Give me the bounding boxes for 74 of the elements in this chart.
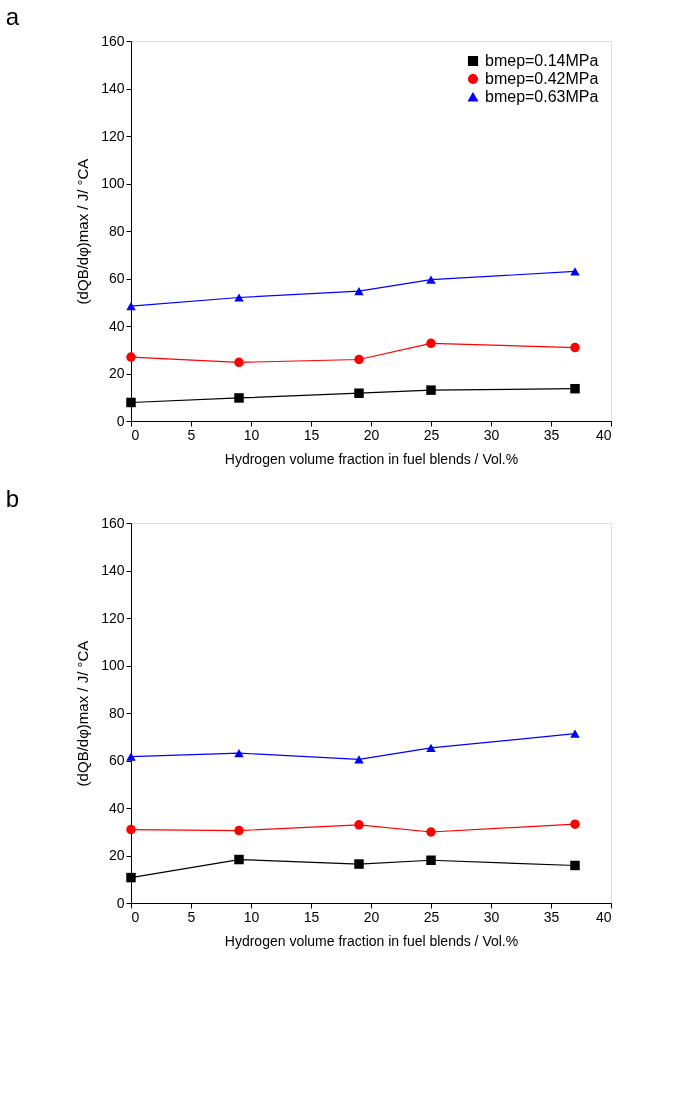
point: [234, 357, 244, 368]
point: [354, 755, 364, 764]
point: [234, 854, 244, 865]
point: [126, 752, 136, 761]
point: [234, 293, 244, 302]
x-tick-label: 35: [543, 908, 560, 925]
legend-label: bmep=0.42MPa: [485, 70, 599, 87]
x-tick-label: 20: [363, 908, 380, 925]
point: [126, 352, 136, 362]
legend-label: bmep=0.14MPa: [485, 52, 599, 69]
point: [570, 342, 580, 353]
x-tick-label: 10: [243, 426, 260, 443]
point: [234, 749, 244, 758]
x-tick-label: 40: [595, 426, 612, 443]
x-axis-title: Hydrogen volume fraction in fuel blends / Vol.%: [224, 932, 519, 949]
x-tick-label: 10: [243, 908, 260, 925]
point: [570, 383, 580, 394]
point: [570, 860, 580, 871]
x-tick-label: 0: [131, 908, 140, 925]
point: [426, 827, 436, 837]
point: [426, 743, 436, 753]
y-tick-label: 20: [108, 847, 125, 863]
x-tick-label: 40: [595, 908, 612, 925]
point: [234, 393, 244, 403]
point: [126, 872, 136, 883]
y-tick-label: 120: [101, 127, 125, 144]
x-tick-label: 15: [303, 908, 320, 925]
y-tick-label: 40: [108, 317, 125, 334]
y-tick-label: 60: [108, 752, 125, 768]
legend-label: bmep=0.63MPa: [485, 88, 599, 105]
y-tick-label: 100: [101, 175, 125, 191]
point: [426, 855, 436, 865]
x-tick-label: 20: [363, 426, 380, 443]
point: [570, 819, 580, 829]
point: [426, 338, 436, 349]
point: [234, 825, 244, 836]
point: [354, 859, 364, 869]
x-tick-label: 30: [483, 426, 500, 443]
point: [354, 388, 364, 398]
x-tick-label: 35: [543, 426, 560, 443]
point: [126, 301, 136, 311]
x-axis-title: Hydrogen volume fraction in fuel blends / Vol.%: [224, 450, 519, 467]
y-axis-title: (dQB/dφ)max / J/ °CA: [74, 640, 92, 787]
point: [354, 820, 364, 830]
y-tick-label: 40: [108, 799, 125, 816]
y-tick-label: 20: [108, 365, 125, 381]
x-tick-label: 25: [423, 426, 440, 443]
x-tick-label: 5: [187, 426, 196, 443]
point: [426, 385, 436, 395]
x-tick-label: 15: [303, 426, 320, 443]
point: [570, 729, 580, 738]
point: [126, 397, 136, 408]
y-tick-label: 0: [116, 412, 125, 429]
chart-title: b: [5, 485, 19, 512]
y-tick-label: 100: [101, 657, 125, 673]
point: [426, 275, 436, 284]
y-tick-label: 120: [101, 609, 125, 626]
y-tick-label: 140: [101, 562, 125, 578]
x-tick-label: 0: [131, 426, 140, 443]
point: [354, 354, 364, 365]
point: [126, 824, 136, 835]
x-tick-label: 5: [187, 908, 196, 925]
x-tick-label: 25: [423, 908, 440, 925]
chart-title: a: [5, 3, 20, 30]
y-tick-label: 60: [108, 270, 125, 286]
y-tick-label: 140: [101, 80, 125, 96]
y-tick-label: 80: [108, 222, 125, 239]
y-axis-title: (dQB/dφ)max / J/ °CA: [74, 158, 92, 305]
y-tick-label: 160: [101, 514, 125, 531]
x-tick-label: 30: [483, 908, 500, 925]
y-tick-label: 160: [101, 32, 125, 49]
y-tick-label: 0: [116, 894, 125, 911]
point: [354, 286, 364, 296]
y-tick-label: 80: [108, 704, 125, 721]
